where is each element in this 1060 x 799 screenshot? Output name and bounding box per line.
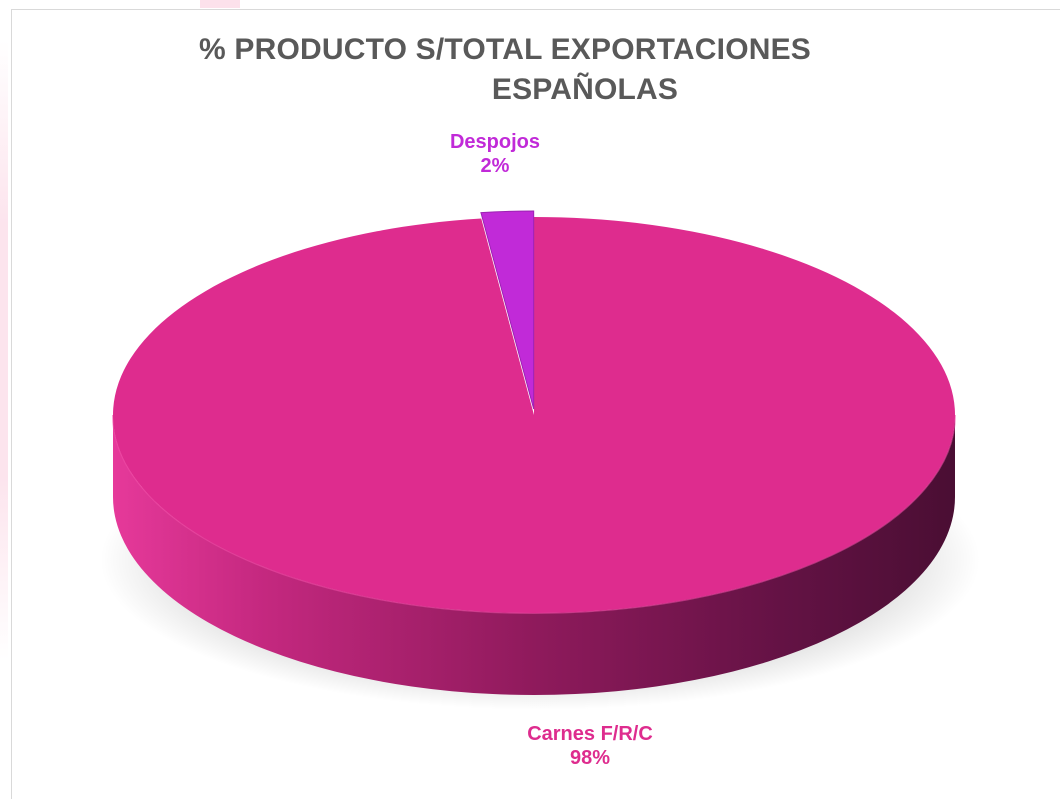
data-label-despojos: Despojos 2% [420,130,570,178]
data-label-carnes: Carnes F/R/C 98% [495,722,685,770]
left-decoration [0,40,8,660]
data-label-despojos-value: 2% [480,155,510,177]
chart-title: % PRODUCTO S/TOTAL EXPORTACIONES ESPAÑOL… [90,30,920,110]
pie-side-wall [113,415,955,695]
data-label-carnes-name: Carnes F/R/C [527,723,653,745]
chart-border [11,9,1060,799]
data-label-carnes-value: 98% [569,747,611,769]
top-decoration [200,0,240,8]
data-label-despojos-name: Despojos [449,131,541,153]
pie-slice-despojos [480,210,535,410]
pie-slice-carnes [113,217,956,613]
chart-title-line-1: % PRODUCTO S/TOTAL EXPORTACIONES [198,33,812,66]
chart-title-line-2: ESPAÑOLAS [491,73,679,106]
